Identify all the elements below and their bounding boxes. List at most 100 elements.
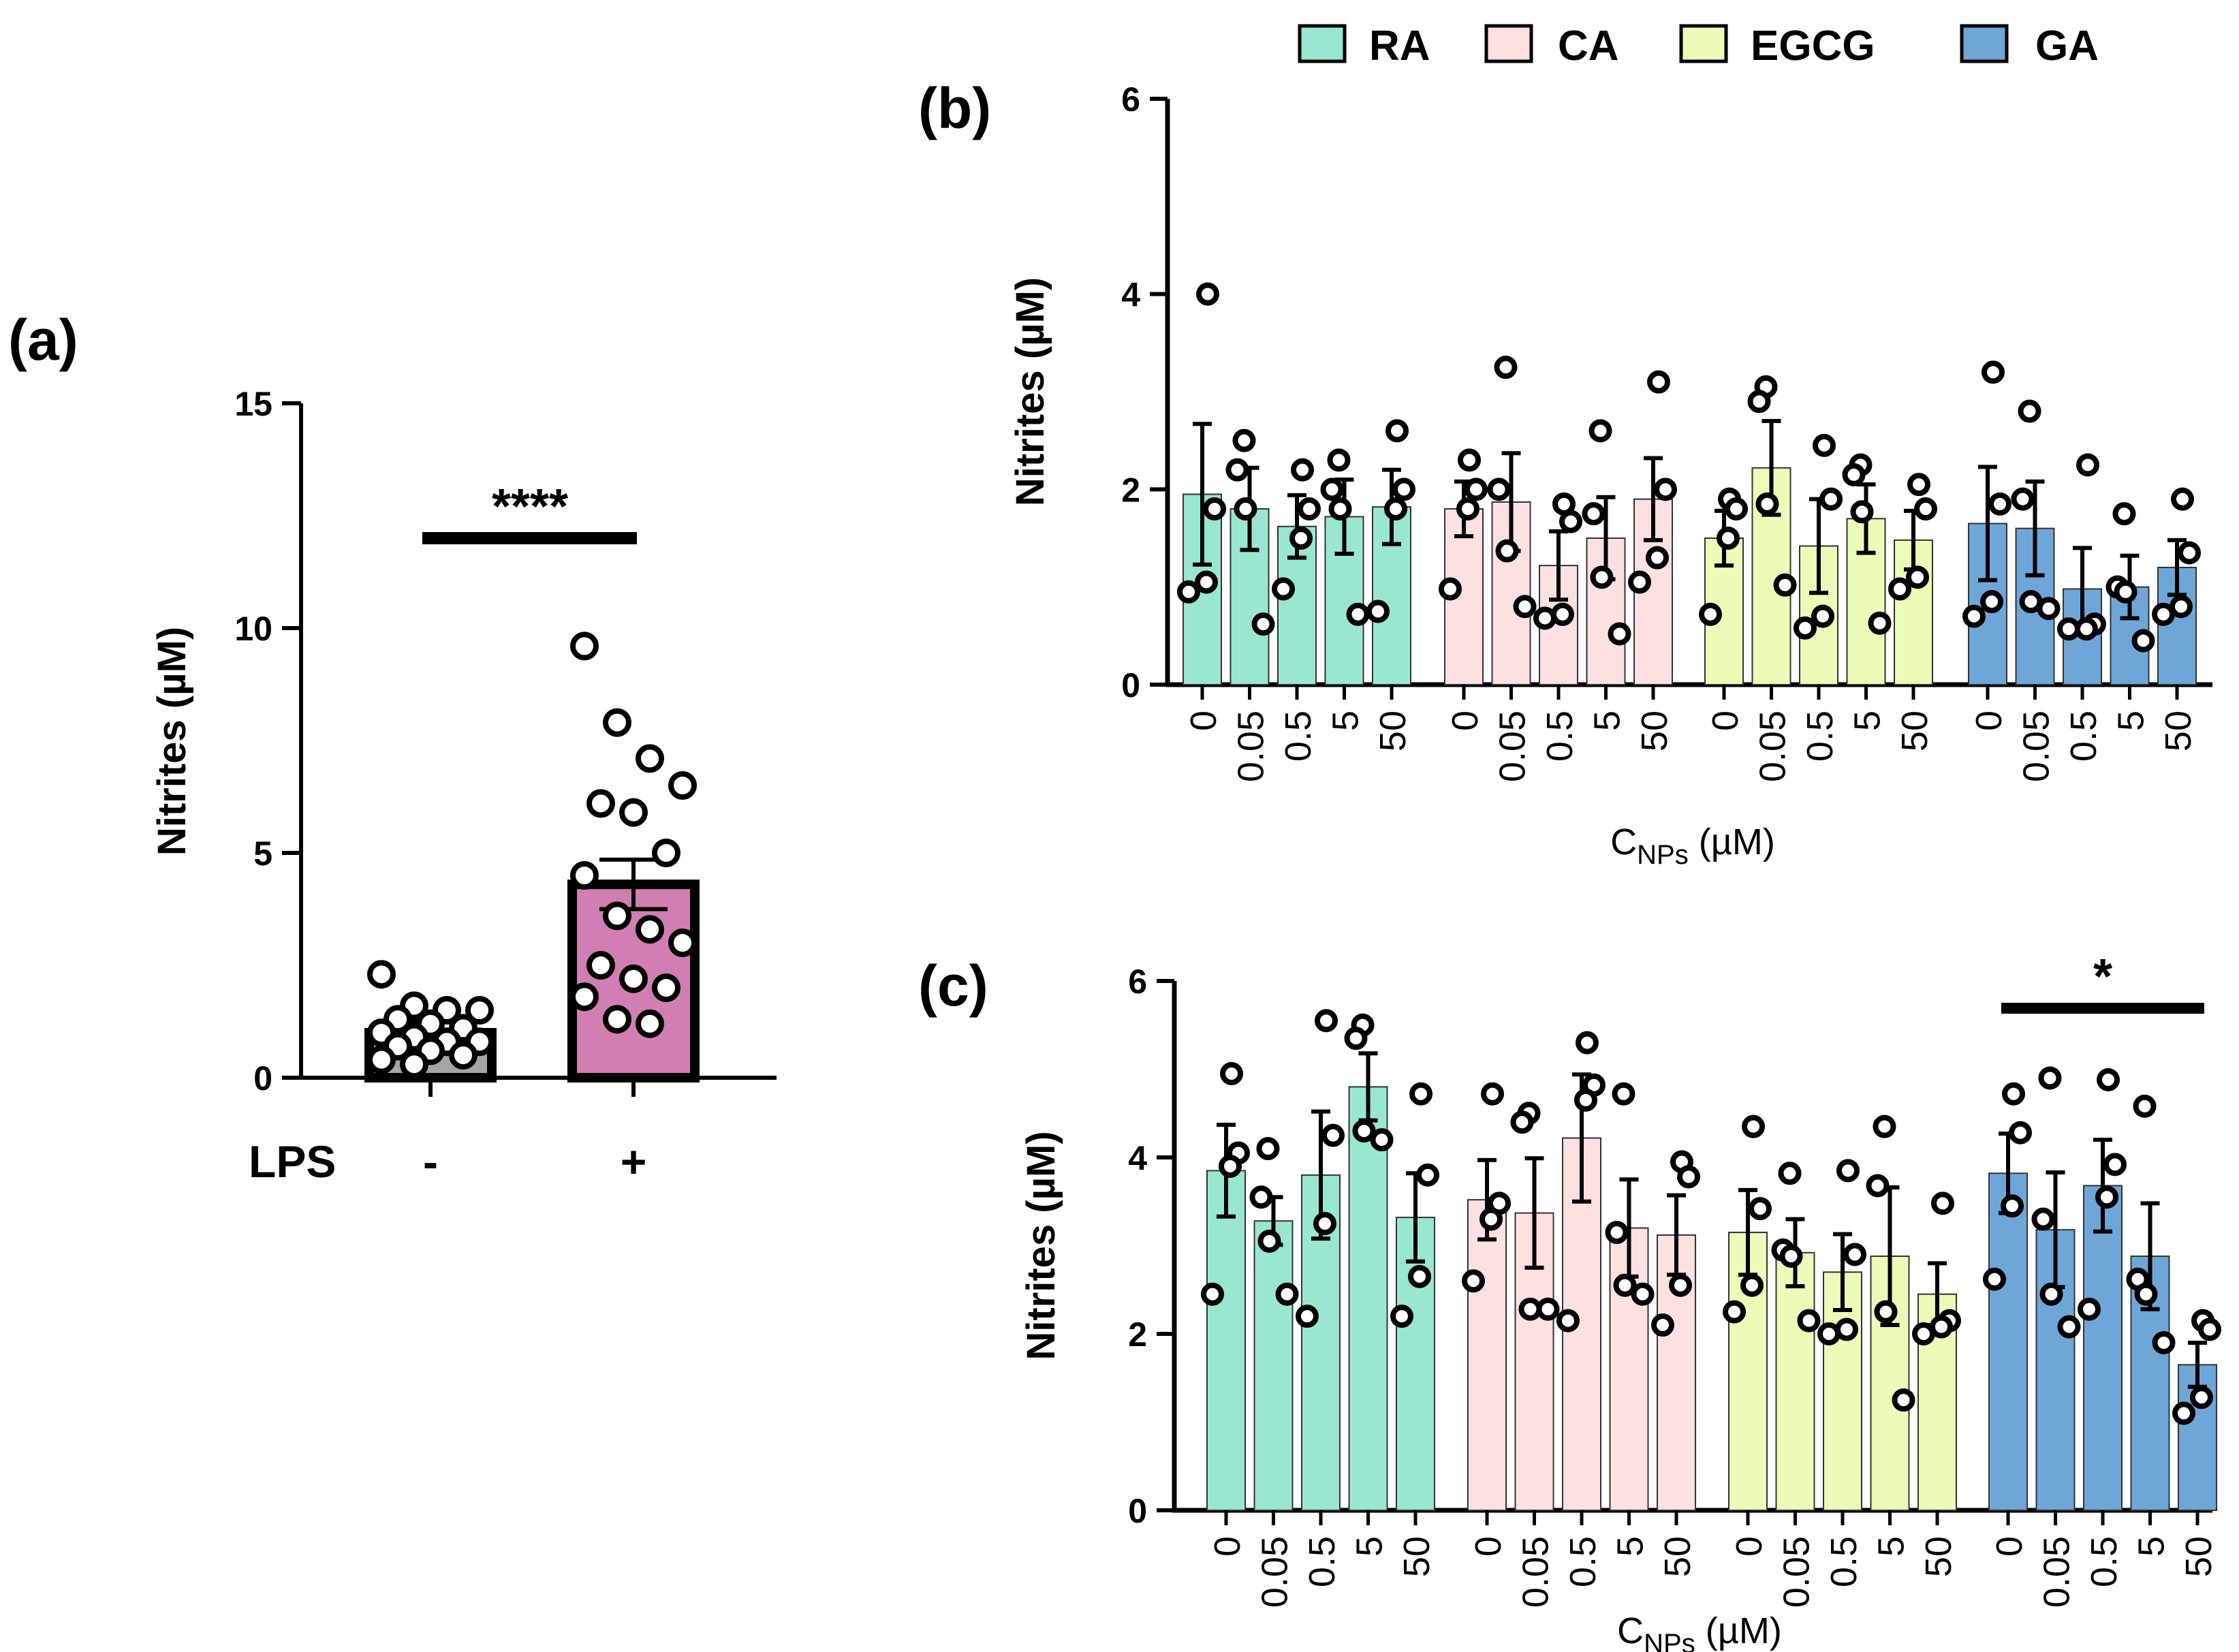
- panel-a-ytick-label-1: 5: [253, 835, 272, 873]
- panel-c-point-ca-0-5-2: [1574, 1088, 1597, 1112]
- panel-c-xtick-label-egcg-50: 50: [1918, 1536, 1959, 1577]
- panel-b-point-ca-0-2: [1456, 497, 1479, 520]
- panel-b-point-ca-0-0: [1458, 448, 1481, 472]
- panel-a-point-1-3: [668, 771, 697, 800]
- panel-a-point-0-3: [465, 996, 494, 1025]
- panel-c-point-ra-0-5-3: [1296, 1305, 1319, 1328]
- panel-c-point-egcg-0-5-2: [1835, 1318, 1858, 1341]
- panel-c-point-ca-50-3: [1651, 1313, 1674, 1337]
- panel-b-point-ra-0-5-3: [1272, 577, 1295, 601]
- panel-c-point-ca-0-5-0: [1576, 1031, 1599, 1055]
- panel-b-point-egcg-0-2: [1717, 527, 1740, 550]
- panel-c-point-egcg-0-0: [1742, 1115, 1765, 1138]
- legend-item-ra: RA: [1298, 22, 1430, 69]
- legend-item-ga: GA: [1960, 22, 2099, 69]
- panel-b-xtick-label-egcg-0: 0: [1705, 711, 1746, 731]
- panel-c-xtick-label-egcg-0: 0: [1729, 1536, 1770, 1557]
- panel-b-point-egcg-0-05-3: [1773, 573, 1797, 597]
- panel-c-point-egcg-0-5-0: [1836, 1159, 1860, 1183]
- panel-c-point-ga-0-2: [2001, 1194, 2024, 1218]
- panel-b-point-egcg-50-0: [1907, 473, 1930, 497]
- panel-c-bar-ra-0-05: [1253, 1220, 1294, 1511]
- panel-c-x-title-sub: NPs: [1644, 1629, 1695, 1652]
- panel-c-point-egcg-0-1: [1749, 1197, 1772, 1221]
- panel-c-point-egcg-0-05-2: [1779, 1245, 1803, 1268]
- panel-c-point-ra-5-2: [1352, 1119, 1376, 1143]
- panel-c-xtick-label-ca-5: 5: [1610, 1536, 1651, 1557]
- panel-c-ytick-label-0: 0: [1128, 1492, 1147, 1530]
- panel-b-point-ga-5-0: [2112, 502, 2136, 526]
- panel-c-point-ca-50-2: [1669, 1273, 1692, 1297]
- panel-a-point-1-10: [668, 929, 697, 957]
- panel-b-xtick-label-ra-0: 0: [1183, 711, 1224, 731]
- panel-c-point-ga-50-3: [2172, 1401, 2195, 1425]
- panel-b-label: (b): [918, 76, 991, 140]
- panel-b-ytick-label-3: 6: [1121, 80, 1140, 119]
- panel-b-xtick-label-ga-50: 50: [2158, 711, 2199, 751]
- legend-swatch-ga: [1960, 24, 2009, 63]
- panel-b-point-ra-0-05-1: [1225, 458, 1249, 482]
- panel-b-point-ra-5-2: [1328, 497, 1352, 520]
- panel-b-point-egcg-50-1: [1914, 497, 1937, 520]
- panel-a-point-1-15: [603, 1005, 631, 1034]
- panel-b-point-egcg-0-1: [1725, 497, 1748, 520]
- panel-a: (a) 0 5 10 15 Nitrites (µM) - + LPS ****: [8, 308, 777, 1187]
- panel-b-x-title-main: C: [1610, 822, 1637, 862]
- panel-b-point-ca-50-0: [1647, 370, 1670, 394]
- panel-b-point-ga-50-3: [2152, 602, 2175, 626]
- panel-c-point-ra-5-1: [1344, 1027, 1368, 1050]
- panel-b-point-egcg-5-1: [1842, 463, 1866, 486]
- panel-b-xtick-label-ga-0-05: 0.05: [2016, 711, 2057, 782]
- panel-b-xtick-label-ca-5: 5: [1587, 711, 1628, 731]
- panel-a-point-1-5: [619, 798, 648, 827]
- panel-b-point-ra-50-1: [1392, 478, 1415, 501]
- panel-a-point-1-6: [652, 839, 680, 867]
- panel-c-xtick-label-ca-50: 50: [1657, 1536, 1698, 1577]
- panel-c-point-ga-0-3: [1983, 1267, 2006, 1291]
- panel-a-point-0-0: [367, 960, 396, 989]
- panel-b-point-egcg-50-3: [1888, 577, 1911, 601]
- panel-b-point-ra-0-5-1: [1298, 497, 1321, 520]
- panel-b-point-ra-5-3: [1346, 602, 1370, 626]
- panel-c-point-ga-50-1: [2198, 1318, 2221, 1341]
- panel-a-ytick-label-0: 0: [253, 1059, 272, 1097]
- panel-b-xtick-label-ra-5: 5: [1326, 711, 1366, 731]
- panel-c-xtick-label-ra-5: 5: [1349, 1536, 1390, 1557]
- panel-b-point-egcg-0-3: [1699, 602, 1722, 626]
- panel-a-point-1-14: [570, 982, 599, 1012]
- panel-b-point-ra-50-3: [1366, 599, 1390, 623]
- panel-b-point-ca-0-05-2: [1495, 539, 1519, 563]
- panel-b-point-ga-0-05-1: [2011, 487, 2035, 511]
- panel-b-xtick-label-ca-0-5: 0.5: [1539, 711, 1580, 762]
- panel-c-point-egcg-0-3: [1723, 1300, 1746, 1324]
- panel-c-significance-label: *: [2093, 950, 2112, 1004]
- panel-c-ytick-label-1: 2: [1128, 1315, 1147, 1354]
- panel-a-significance-label: ****: [492, 480, 568, 534]
- panel-c-point-egcg-0-2: [1740, 1273, 1764, 1297]
- panel-c-point-egcg-5-3: [1892, 1388, 1915, 1412]
- legend-label-egcg: EGCG: [1751, 22, 1875, 69]
- panel-b-point-ga-0-5-0: [2076, 453, 2099, 477]
- panel-b-xtick-label-ra-0-5: 0.5: [1278, 711, 1319, 762]
- panel-b-point-ca-50-1: [1654, 478, 1677, 501]
- panel-c-point-ra-0-3: [1201, 1282, 1224, 1306]
- panel-c-point-ra-0-2: [1219, 1154, 1242, 1178]
- panel-c-xtick-label-ga-0-05: 0.05: [2037, 1536, 2078, 1608]
- panel-b-point-ca-0-5-2: [1551, 602, 1574, 626]
- panel-b-point-ca-0-5-1: [1559, 510, 1582, 533]
- panel-b-xtick-label-ra-50: 50: [1373, 711, 1413, 751]
- panel-b-xtick-label-egcg-50: 50: [1894, 711, 1935, 751]
- panel-c-bar-egcg-0-05: [1775, 1251, 1815, 1511]
- panel-c-point-ra-0-05-3: [1275, 1282, 1299, 1306]
- panel-a-point-1-7: [570, 861, 599, 890]
- panel-c-point-ga-0-1: [2009, 1121, 2032, 1144]
- panel-b-point-egcg-0-5-2: [1811, 604, 1834, 628]
- panel-c-point-egcg-0-05-0: [1778, 1162, 1802, 1185]
- panel-b-point-ca-50-3: [1628, 570, 1651, 594]
- panel-b-point-ra-0-05-0: [1232, 428, 1256, 452]
- panel-c-point-ga-5-2: [2134, 1282, 2158, 1306]
- panel-a-point-1-2: [636, 744, 664, 773]
- panel-c-point-egcg-5-1: [1866, 1174, 1890, 1198]
- panel-c-ytick-label-2: 4: [1128, 1139, 1147, 1177]
- panel-b-point-ra-0-3: [1177, 580, 1200, 604]
